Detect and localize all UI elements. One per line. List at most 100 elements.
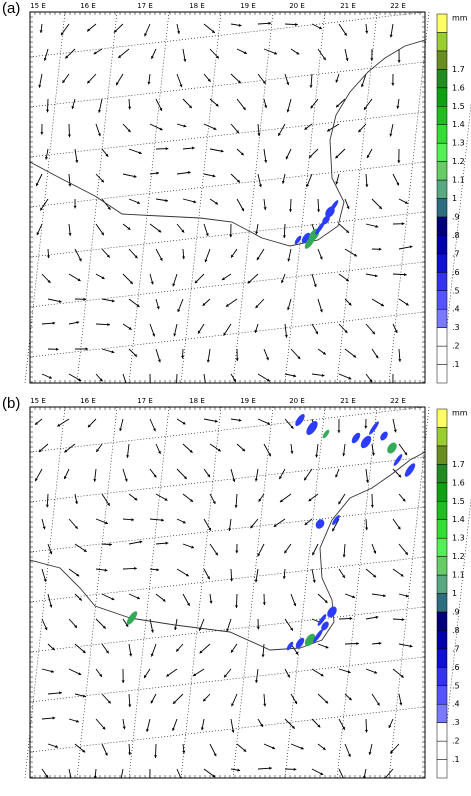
colorbar-cell bbox=[437, 483, 447, 501]
colorbar-label: .2 bbox=[452, 737, 460, 746]
colorbar-label: 1.3 bbox=[452, 534, 465, 543]
colorbar-unit: mm bbox=[452, 409, 468, 418]
colorbar-label: 1.7 bbox=[452, 65, 465, 74]
colorbar-label: .6 bbox=[452, 268, 460, 277]
colorbar-cell bbox=[437, 51, 447, 69]
colorbar-label: .5 bbox=[452, 681, 460, 690]
colorbar-cell bbox=[437, 125, 447, 143]
colorbar-cell bbox=[437, 557, 447, 575]
colorbar-label: 1.1 bbox=[452, 176, 465, 185]
colorbar-label: 1.4 bbox=[452, 120, 465, 129]
colorbar-cell bbox=[437, 180, 447, 198]
longitude-label: 18 E bbox=[189, 397, 205, 405]
arrow-head bbox=[175, 383, 178, 386]
colorbar-cell bbox=[437, 760, 447, 778]
longitude-label: 18 E bbox=[189, 2, 205, 10]
colorbar-cell bbox=[437, 272, 447, 290]
arrow-head bbox=[204, 385, 207, 388]
colorbar-label: .9 bbox=[452, 607, 460, 616]
colorbar-label: .4 bbox=[452, 305, 460, 314]
colorbar-cell bbox=[437, 162, 447, 180]
colorbar-label: 1 bbox=[452, 589, 457, 598]
colorbar-label: 1.5 bbox=[452, 497, 465, 506]
colorbar-label: .6 bbox=[452, 663, 460, 672]
colorbar-cell bbox=[437, 32, 447, 50]
colorbar-cell bbox=[437, 309, 447, 327]
colorbar-label: .9 bbox=[452, 212, 460, 221]
colorbar-label: 1.4 bbox=[452, 515, 465, 524]
longitude-label: 16 E bbox=[80, 397, 96, 405]
colorbar-cell bbox=[437, 667, 447, 685]
colorbar-label: 1.2 bbox=[452, 552, 465, 561]
map-panel: 15 E 16 E 17 E 18 E 19 E 20 E 21 E 22 E (b) .1 .2.… bbox=[2, 395, 471, 783]
longitude-label: 21 E bbox=[340, 397, 356, 405]
colorbar-label: .3 bbox=[452, 718, 460, 727]
colorbar-cell bbox=[437, 686, 447, 704]
colorbar-label: 1.1 bbox=[452, 571, 465, 580]
colorbar-cell bbox=[437, 704, 447, 722]
colorbar-cell bbox=[437, 409, 447, 427]
colorbar-cell bbox=[437, 199, 447, 217]
colorbar-cell bbox=[437, 427, 447, 445]
colorbar-cell bbox=[437, 346, 447, 364]
colorbar-cell bbox=[437, 630, 447, 648]
longitude-label: 17 E bbox=[137, 2, 153, 10]
colorbar-cell bbox=[437, 143, 447, 161]
colorbar-label: 1 bbox=[452, 194, 457, 203]
colorbar-label: .2 bbox=[452, 342, 460, 351]
longitude-label: 22 E bbox=[390, 397, 406, 405]
arrow-head bbox=[125, 384, 128, 387]
colorbar-cell bbox=[437, 365, 447, 383]
arrow-head bbox=[148, 779, 151, 782]
colorbar-label: .5 bbox=[452, 286, 460, 295]
colorbar-cell bbox=[437, 328, 447, 346]
colorbar-label: .1 bbox=[452, 755, 460, 764]
colorbar-label: .1 bbox=[452, 360, 460, 369]
colorbar-cell bbox=[437, 217, 447, 235]
longitude-label: 20 E bbox=[289, 397, 305, 405]
colorbar-label: 1.6 bbox=[452, 83, 465, 92]
colorbar-cell bbox=[437, 235, 447, 253]
map-frame bbox=[30, 12, 425, 383]
colorbar-label: 1.6 bbox=[452, 478, 465, 487]
colorbar-cell bbox=[437, 254, 447, 272]
arrow-head bbox=[391, 385, 394, 388]
colorbar-cell bbox=[437, 446, 447, 464]
longitude-label: 16 E bbox=[80, 2, 96, 10]
longitude-label: 19 E bbox=[240, 2, 256, 10]
colorbar-cell bbox=[437, 501, 447, 519]
colorbar-cell bbox=[437, 106, 447, 124]
colorbar-label: .8 bbox=[452, 231, 460, 240]
panel-label: (a) bbox=[2, 0, 20, 17]
colorbar-cell bbox=[437, 594, 447, 612]
longitude-label: 20 E bbox=[289, 2, 305, 10]
colorbar-cell bbox=[437, 575, 447, 593]
colorbar-label: .7 bbox=[452, 249, 460, 258]
longitude-label: 19 E bbox=[240, 397, 256, 405]
colorbar-cell bbox=[437, 291, 447, 309]
longitude-label: 22 E bbox=[390, 2, 406, 10]
colorbar-label: 1.2 bbox=[452, 157, 465, 166]
longitude-label: 21 E bbox=[340, 2, 356, 10]
colorbar-label: 1.7 bbox=[452, 460, 465, 469]
colorbar-unit: mm bbox=[452, 14, 468, 23]
panel-label: (b) bbox=[2, 395, 20, 412]
colorbar-cell bbox=[437, 69, 447, 87]
colorbar-cell bbox=[437, 741, 447, 759]
arrow-head bbox=[70, 780, 73, 783]
colorbar-label: .8 bbox=[452, 626, 460, 635]
colorbar-cell bbox=[437, 464, 447, 482]
colorbar-cell bbox=[437, 538, 447, 556]
colorbar-label: .4 bbox=[452, 700, 460, 709]
longitude-label: 17 E bbox=[137, 397, 153, 405]
colorbar-cell bbox=[437, 14, 447, 32]
colorbar-cell bbox=[437, 649, 447, 667]
colorbar-cell bbox=[437, 88, 447, 106]
colorbar-label: .3 bbox=[452, 323, 460, 332]
colorbar-cell bbox=[437, 723, 447, 741]
colorbar-cell bbox=[437, 612, 447, 630]
longitude-label: 15 E bbox=[30, 397, 46, 405]
colorbar-cell bbox=[437, 520, 447, 538]
